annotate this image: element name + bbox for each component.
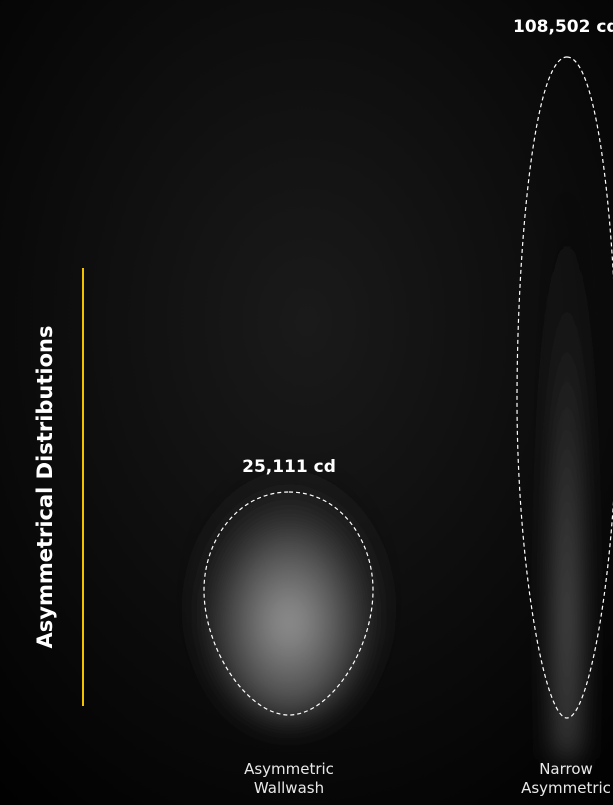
beam-outline xyxy=(516,56,613,719)
distribution-label: Asymmetric xyxy=(521,779,611,797)
intensity-label: 25,111 cd xyxy=(242,457,336,477)
beam-outline xyxy=(203,491,374,716)
distribution-label: Wallwash xyxy=(254,779,324,797)
beam-glow xyxy=(512,80,613,760)
intensity-label: 108,502 cd xyxy=(513,17,613,37)
beam-glow xyxy=(194,455,384,725)
title: Asymmetrical Distributions xyxy=(33,326,57,649)
distribution-label: Narrow xyxy=(539,760,593,778)
distribution-label: Asymmetric xyxy=(244,760,334,778)
